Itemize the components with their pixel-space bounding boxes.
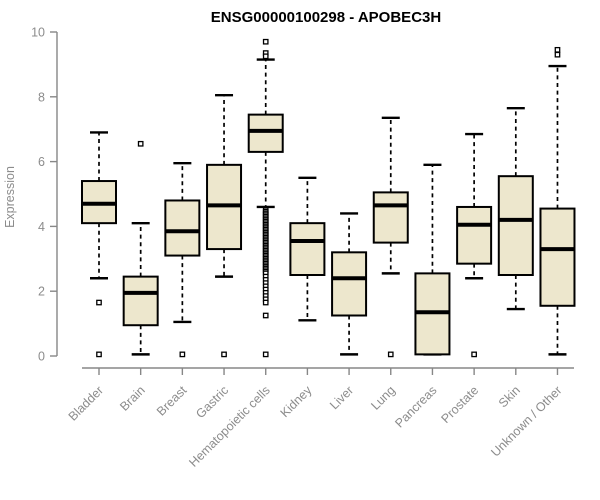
boxplot-kidney [289,176,326,322]
x-tick-label: Skin [496,383,523,410]
y-axis-label: Expression [3,166,17,228]
iqr-box [122,275,159,327]
y-tick-label: 10 [31,26,45,40]
outlier-point [262,351,269,358]
outlier-point [262,312,269,319]
iqr-box [331,251,368,317]
iqr-box [289,222,326,277]
iqr-box [497,175,534,276]
chart-title: ENSG00000100298 - APOBEC3H [211,9,441,26]
x-tick-label: Kidney [278,383,315,420]
outlier-point [262,38,269,45]
x-tick-label: Lung [368,383,398,413]
boxplot-liver [331,212,368,356]
outlier-point [471,351,477,358]
outlier-point [96,351,102,358]
outlier-point [221,351,227,358]
boxplot-lung [372,116,409,358]
y-tick-label: 8 [38,90,45,104]
outlier-point [554,51,561,58]
iqr-box [456,205,493,265]
outlier-point [262,299,269,306]
x-tick-label: Prostate [438,383,481,426]
boxplot-skin [497,106,534,311]
boxplot-prostate [456,132,493,358]
iqr-box [372,191,409,244]
outlier-point [262,53,269,60]
x-tick-label: Hematopoietic cells [186,383,273,470]
outlier-point [137,140,144,147]
x-tick-label: Brain [117,383,148,414]
y-tick-label: 4 [38,220,45,234]
x-tick-label: Unknown / Other [488,383,564,459]
boxes-layer [81,38,576,358]
y-tick-label: 0 [38,350,45,364]
boxplot-breast [164,162,201,358]
x-tick-label: Bladder [66,383,106,423]
iqr-box [164,199,201,257]
x-tick-label: Breast [154,383,190,419]
x-tick-label: Gastric [193,383,231,421]
boxplot-bladder [81,131,117,358]
iqr-box [539,207,576,307]
boxplot-pancreas [414,163,451,356]
outlier-point [179,351,186,358]
boxplot-brain [122,140,159,356]
outlier-point [554,46,561,53]
y-tick-label: 6 [38,155,45,169]
boxplot-unknown-other [539,46,576,356]
boxplot-hematopoietic-cells [247,38,284,358]
x-tick-label: Liver [327,383,356,412]
y-tick-label: 2 [38,285,45,299]
outlier-point [96,299,102,306]
iqr-box [247,113,284,153]
boxplot-gastric [206,93,243,358]
x-tick-label: Pancreas [392,383,439,430]
outlier-point [387,351,394,358]
